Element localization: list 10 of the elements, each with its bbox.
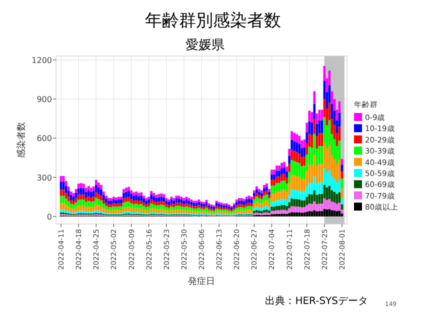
y-tick-label: 1200 (32, 56, 52, 65)
y-tick-label: 900 (36, 95, 52, 104)
source-note: 出典：HER-SYSデータ (265, 295, 368, 307)
chart-subtitle: 愛媛県 (186, 38, 224, 53)
y-tick-label: 0 (46, 212, 52, 222)
y-tick-label: 300 (36, 173, 52, 182)
chart-title: 年齢群別感染者数 (145, 11, 281, 31)
x-axis-title: 発症日 (188, 276, 215, 287)
y-axis-title: 感染者数 (16, 122, 27, 158)
y-tick-label: 600 (36, 134, 52, 144)
